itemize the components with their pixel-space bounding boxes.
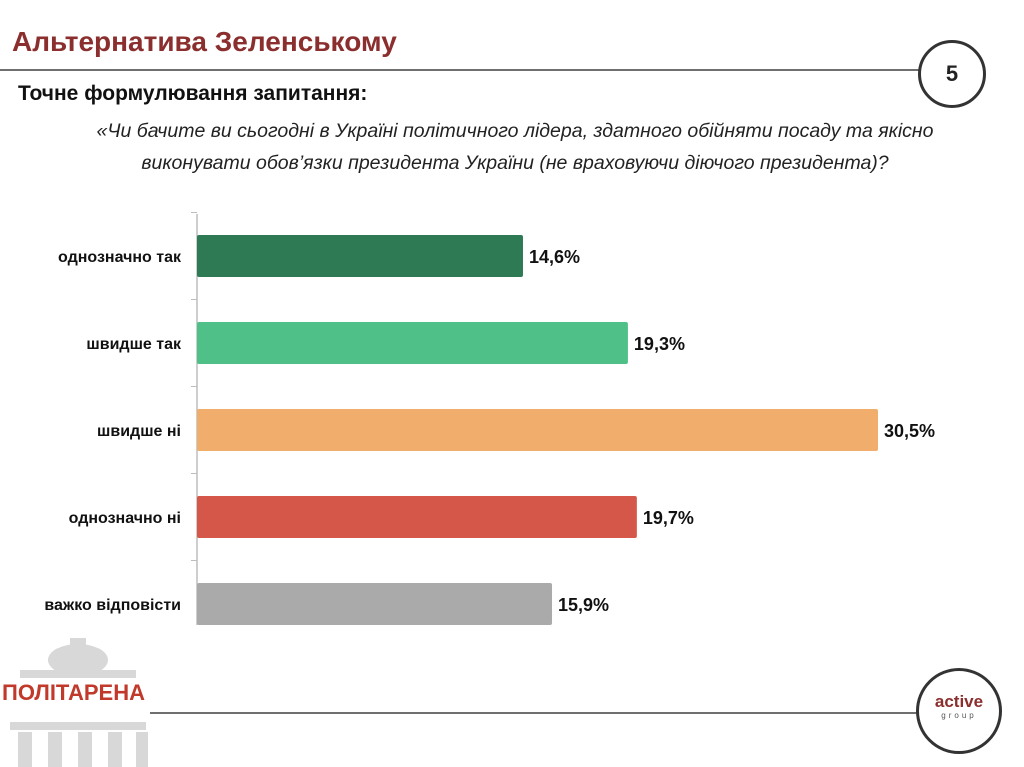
- value-label: 15,9%: [558, 595, 609, 615]
- question-heading: Точне формулювання запитання:: [18, 82, 368, 105]
- value-label: 19,7%: [643, 508, 694, 528]
- bar: [197, 409, 878, 451]
- value-label: 19,3%: [634, 334, 685, 354]
- active-group-logo-word: active: [934, 692, 984, 711]
- category-label: швидше ні: [97, 423, 181, 440]
- bar: [197, 322, 628, 364]
- politarena-building-icon: [10, 638, 148, 767]
- question-text: «Чи бачите ви сьогодні в Україні політич…: [40, 115, 990, 179]
- category-label: швидше так: [86, 336, 182, 353]
- slide-title: Альтернатива Зеленському: [12, 26, 397, 57]
- category-label: однозначно так: [58, 249, 182, 266]
- top-divider: [0, 69, 925, 71]
- value-label: 14,6%: [529, 247, 580, 267]
- category-label: однозначно ні: [69, 510, 181, 527]
- page-number-badge: 5: [918, 40, 986, 108]
- bar: [197, 235, 523, 277]
- question-line-1: «Чи бачите ви сьогодні в Україні політич…: [96, 120, 934, 142]
- bar-chart: однозначно так 14,6% швидше так 19,3% швидше…: [44, 212, 935, 625]
- active-group-logo-subword: group: [941, 711, 977, 720]
- bar: [197, 583, 553, 625]
- politarena-logo-text: ПОЛІТАРЕНА: [2, 680, 145, 705]
- page-number: 5: [945, 61, 959, 86]
- active-group-logo: active group: [916, 668, 1002, 754]
- bar: [197, 496, 637, 538]
- category-label: важко відповісти: [44, 597, 181, 614]
- bottom-divider: [150, 712, 920, 714]
- question-line-2: виконувати обов’язки президента України …: [141, 152, 889, 174]
- value-label: 30,5%: [884, 421, 935, 441]
